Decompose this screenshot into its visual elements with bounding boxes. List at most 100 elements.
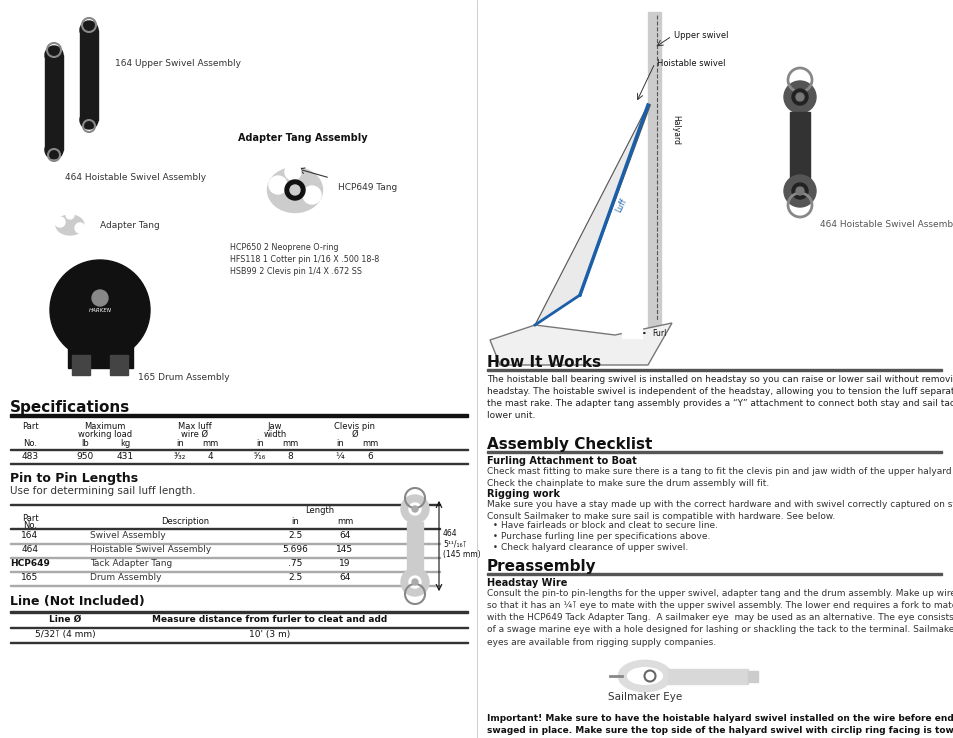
Text: Line (Not Included): Line (Not Included) bbox=[10, 595, 145, 608]
Text: Adapter Tang Assembly: Adapter Tang Assembly bbox=[237, 133, 367, 143]
Circle shape bbox=[783, 81, 815, 113]
Text: 464 Hoistable Swivel Assembly: 464 Hoistable Swivel Assembly bbox=[65, 173, 206, 182]
Circle shape bbox=[795, 187, 803, 195]
Bar bbox=[486, 451, 941, 453]
Text: Maximum: Maximum bbox=[84, 422, 126, 431]
Text: wire Ø: wire Ø bbox=[181, 430, 209, 439]
Text: Rigging work: Rigging work bbox=[486, 489, 559, 499]
Text: working load: working load bbox=[78, 430, 132, 439]
Bar bbox=[10, 414, 468, 416]
Text: Luff: Luff bbox=[614, 196, 628, 213]
Circle shape bbox=[409, 576, 420, 588]
Text: Use for determining sail luff length.: Use for determining sail luff length. bbox=[10, 486, 195, 496]
Text: ⁵⁄₁₆: ⁵⁄₁₆ bbox=[253, 452, 266, 461]
Text: Pin to Pin Lengths: Pin to Pin Lengths bbox=[10, 472, 138, 485]
Circle shape bbox=[50, 260, 150, 360]
Text: mm: mm bbox=[361, 439, 377, 448]
Text: • Purchase furling line per specifications above.: • Purchase furling line per specificatio… bbox=[486, 532, 710, 541]
Bar bbox=[10, 642, 468, 643]
Text: Make sure you have a stay made up with the correct hardware and with swivel corr: Make sure you have a stay made up with t… bbox=[486, 500, 953, 521]
Text: 464
5¹¹/₁₆⊺
(145 mm): 464 5¹¹/₁₆⊺ (145 mm) bbox=[442, 529, 480, 559]
Text: • Check halyard clearance of upper swivel.: • Check halyard clearance of upper swive… bbox=[486, 543, 687, 552]
Text: Furl: Furl bbox=[651, 328, 666, 337]
Bar bbox=[10, 611, 468, 613]
Text: Headstay Wire: Headstay Wire bbox=[486, 578, 567, 588]
Circle shape bbox=[303, 186, 320, 204]
Text: 165 Drum Assembly: 165 Drum Assembly bbox=[138, 373, 230, 382]
Text: 164 Upper Swivel Assembly: 164 Upper Swivel Assembly bbox=[115, 58, 241, 67]
Text: Upper swivel: Upper swivel bbox=[673, 32, 728, 41]
Text: Length: Length bbox=[305, 506, 335, 515]
Bar bbox=[71, 355, 90, 375]
Text: • Have fairleads or block and cleat to secure line.: • Have fairleads or block and cleat to s… bbox=[486, 521, 718, 530]
Circle shape bbox=[45, 141, 63, 159]
Text: Preassembly: Preassembly bbox=[486, 559, 596, 574]
Circle shape bbox=[269, 176, 287, 194]
Polygon shape bbox=[490, 323, 671, 365]
Text: Clevis pin: Clevis pin bbox=[335, 422, 375, 431]
Text: 64: 64 bbox=[339, 573, 351, 582]
Bar bbox=[10, 449, 468, 450]
Bar bbox=[68, 340, 132, 368]
Text: 10' (3 m): 10' (3 m) bbox=[249, 630, 291, 639]
Circle shape bbox=[91, 290, 108, 306]
Bar bbox=[647, 12, 660, 332]
Bar bbox=[45, 55, 63, 150]
Text: 145: 145 bbox=[336, 545, 354, 554]
Text: 165: 165 bbox=[21, 573, 38, 582]
Text: Important! Make sure to have the hoistable halyard swivel installed on the wire : Important! Make sure to have the hoistab… bbox=[486, 714, 953, 738]
Text: Drum Assembly: Drum Assembly bbox=[90, 573, 161, 582]
Text: HFS118 1 Cotter pin 1/16 X .500 18-8: HFS118 1 Cotter pin 1/16 X .500 18-8 bbox=[230, 255, 379, 264]
Text: 950: 950 bbox=[76, 452, 93, 461]
Circle shape bbox=[66, 211, 74, 219]
Circle shape bbox=[55, 217, 65, 227]
Text: Hoistable swivel: Hoistable swivel bbox=[657, 58, 724, 67]
Circle shape bbox=[80, 111, 98, 129]
Text: 464: 464 bbox=[22, 545, 38, 554]
Text: Halyard: Halyard bbox=[670, 115, 679, 145]
Circle shape bbox=[412, 579, 417, 585]
Text: in: in bbox=[176, 439, 184, 448]
Text: HCP650 2 Neoprene O-ring: HCP650 2 Neoprene O-ring bbox=[230, 244, 338, 252]
Circle shape bbox=[412, 506, 417, 512]
Circle shape bbox=[409, 503, 420, 515]
Bar bbox=[486, 369, 941, 371]
Circle shape bbox=[45, 46, 63, 64]
Text: Consult the pin-to pin-lengths for the upper swivel, adapter tang and the drum a: Consult the pin-to pin-lengths for the u… bbox=[486, 589, 953, 646]
Text: HARKEN: HARKEN bbox=[89, 308, 112, 312]
Circle shape bbox=[75, 223, 85, 233]
Bar bbox=[747, 671, 758, 682]
Circle shape bbox=[400, 568, 429, 596]
Circle shape bbox=[285, 164, 301, 180]
Text: mm: mm bbox=[281, 439, 297, 448]
Text: HCP649: HCP649 bbox=[10, 559, 50, 568]
Text: Line Ø: Line Ø bbox=[49, 615, 81, 624]
Text: 6: 6 bbox=[367, 452, 373, 461]
Text: 2.5: 2.5 bbox=[288, 573, 302, 582]
Bar bbox=[80, 30, 98, 120]
Text: 64: 64 bbox=[339, 531, 351, 540]
Text: Check mast fitting to make sure there is a tang to fit the clevis pin and jaw wi: Check mast fitting to make sure there is… bbox=[486, 467, 953, 488]
Text: Measure distance from furler to cleat and add: Measure distance from furler to cleat an… bbox=[152, 615, 387, 624]
Bar bbox=[10, 627, 468, 628]
Text: in: in bbox=[255, 439, 264, 448]
Bar bbox=[60, 295, 140, 330]
Bar bbox=[486, 573, 941, 575]
Text: No.: No. bbox=[23, 439, 37, 448]
Text: The hoistable ball bearing swivel is installed on headstay so you can raise or l: The hoistable ball bearing swivel is ins… bbox=[486, 375, 953, 421]
Circle shape bbox=[285, 180, 305, 200]
Bar bbox=[789, 112, 809, 187]
Text: ³⁄₃₂: ³⁄₃₂ bbox=[173, 452, 186, 461]
Text: 5.696: 5.696 bbox=[282, 545, 308, 554]
Text: Adapter Tang: Adapter Tang bbox=[100, 221, 159, 230]
Ellipse shape bbox=[627, 668, 661, 684]
Text: mm: mm bbox=[336, 517, 353, 526]
Text: kg: kg bbox=[120, 439, 130, 448]
Text: 2.5: 2.5 bbox=[288, 531, 302, 540]
Circle shape bbox=[795, 93, 803, 101]
Circle shape bbox=[80, 21, 98, 39]
Text: Max luff: Max luff bbox=[178, 422, 212, 431]
Bar bbox=[621, 328, 641, 338]
Text: ¼: ¼ bbox=[335, 452, 344, 461]
Circle shape bbox=[783, 175, 815, 207]
